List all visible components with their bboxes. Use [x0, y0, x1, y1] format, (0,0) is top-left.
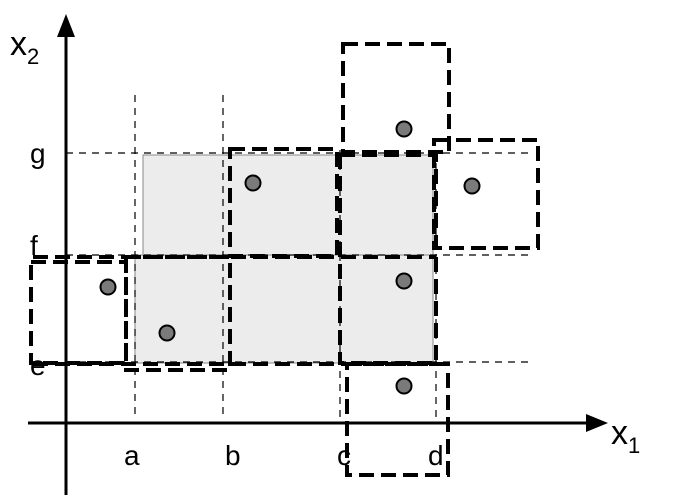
region-cell-upper — [142, 154, 434, 256]
tick-label-e: e — [30, 350, 46, 381]
tick-label-a: a — [124, 440, 140, 471]
dashed-box-left — [29, 260, 128, 365]
data-point — [158, 324, 176, 342]
tick-label-f: f — [30, 230, 38, 261]
y-axis-arrowhead — [57, 14, 75, 37]
tick-label-c: c — [337, 440, 351, 471]
data-point — [463, 177, 481, 195]
tick-label-g: g — [30, 138, 46, 169]
data-point — [395, 272, 413, 290]
data-point — [395, 120, 413, 138]
data-points — [99, 120, 481, 395]
y-axis-label-base: x — [10, 25, 27, 63]
tick-labels: a b c d g f e — [30, 138, 444, 471]
tick-label-d: d — [428, 440, 444, 471]
dashed-box-top — [341, 42, 451, 154]
data-point — [395, 377, 413, 395]
data-point — [244, 174, 262, 192]
x-axis-label-base: x — [611, 414, 628, 452]
x-axis-label-sub: 1 — [628, 433, 640, 458]
tick-label-b: b — [225, 440, 241, 471]
shaded-region — [134, 154, 434, 364]
dashed-boxes — [29, 42, 540, 477]
data-point — [99, 278, 117, 296]
x-axis-label: x1 — [611, 414, 640, 458]
region-cell-lower — [134, 254, 434, 364]
y-axis-label: x2 — [10, 25, 39, 69]
axes — [28, 14, 608, 495]
x-axis-arrowhead — [586, 414, 608, 432]
dashed-box-right — [432, 138, 540, 250]
y-axis-label-sub: 2 — [27, 44, 39, 69]
